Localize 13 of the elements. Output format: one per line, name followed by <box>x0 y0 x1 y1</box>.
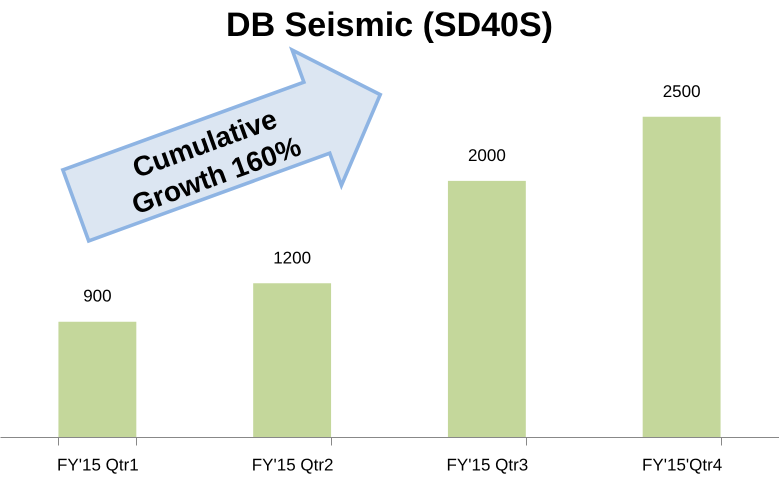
x-tick-label: FY'15'Qtr4 <box>642 456 722 474</box>
bar <box>253 283 332 437</box>
data-label: 2500 <box>662 82 701 101</box>
x-tick-label: FY'15 Qtr1 <box>57 456 139 474</box>
bar <box>58 322 136 437</box>
bar <box>448 180 526 437</box>
x-tick-label: FY'15 Qtr2 <box>252 456 334 474</box>
data-label: 2000 <box>468 146 506 165</box>
chart-title: DB Seismic (SD40S) <box>226 6 553 44</box>
data-label: 1200 <box>273 248 312 268</box>
bar <box>642 116 721 437</box>
x-tick-label: FY'15 Qtr3 <box>446 456 528 474</box>
data-label: 900 <box>83 286 112 306</box>
